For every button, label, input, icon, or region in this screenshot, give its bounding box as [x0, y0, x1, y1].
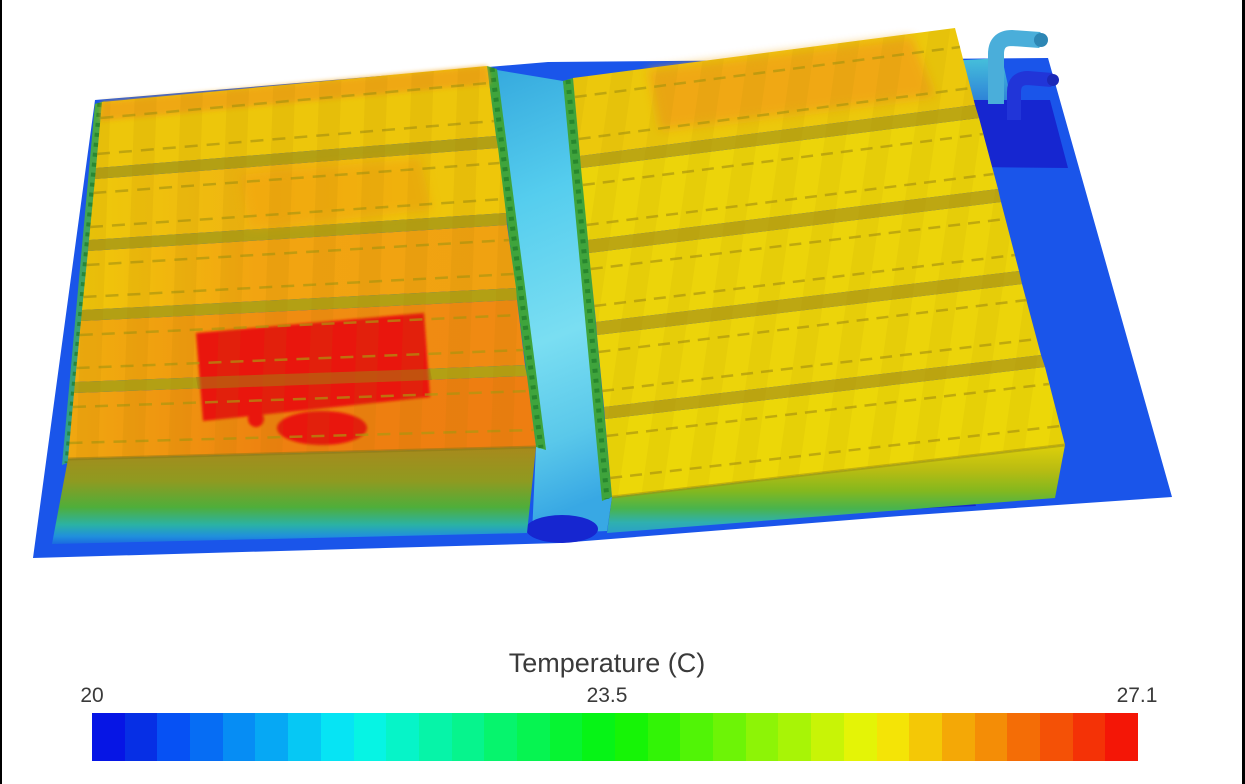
colorbar-band [876, 713, 910, 761]
colorbar-band [549, 713, 583, 761]
colorbar-band [386, 713, 419, 761]
colorbar-band [124, 713, 158, 761]
colorbar-band [909, 713, 942, 761]
colorbar-band [745, 713, 779, 761]
outlet-pipe [988, 29, 1048, 104]
legend-tick-min: 20 [80, 684, 104, 707]
colorbar-band [811, 713, 844, 761]
colorbar-band [288, 713, 321, 761]
inlet-pipe [1007, 70, 1059, 120]
colorbar-band [92, 713, 125, 761]
colorbar-band [941, 713, 975, 761]
left-module-group [52, 66, 546, 544]
colorbar-band [418, 713, 452, 761]
left-group-left-side-speckle [64, 102, 103, 464]
colorbar-band [157, 713, 191, 761]
colorbar-band [320, 713, 354, 761]
colorbar-band [615, 713, 648, 761]
frame-border-left [0, 0, 2, 784]
legend-title: Temperature (C) [508, 648, 706, 678]
cell-column-shading [573, 28, 1065, 497]
colorbar-band [190, 713, 223, 761]
colorbar-band [353, 713, 387, 761]
colorbar-band [1105, 713, 1138, 761]
channel-cold-spot [526, 515, 598, 543]
colorbar-band [516, 713, 550, 761]
frame-border-right [1242, 0, 1245, 784]
legend-tick-max: 27.1 [1116, 684, 1158, 707]
right-group-left-side-speckle [565, 79, 610, 500]
cell-column-shading [68, 66, 536, 459]
left-group-right-side-speckle [489, 67, 544, 449]
right-group-front-face [607, 445, 1065, 533]
colorbar-band [222, 713, 256, 761]
colorbar-band [582, 713, 615, 761]
colorbar-band [778, 713, 812, 761]
front-edge-line [67, 445, 537, 461]
left-group-front-face [52, 447, 536, 544]
colorbar-band [680, 713, 714, 761]
front-edge-line [611, 443, 1066, 499]
colorbar-band [451, 713, 485, 761]
legend-tick-mid: 23.5 [586, 684, 628, 707]
cfd-scene-svg [33, 28, 1172, 558]
right-module-group [563, 28, 1066, 533]
colorbar-band [647, 713, 681, 761]
colorbar-band [1007, 713, 1040, 761]
temperature-legend: Temperature (C) 20 23.5 27.1 [0, 640, 1245, 780]
colorbar-band [255, 713, 289, 761]
colorbar-band [713, 713, 746, 761]
colorbar-band [1072, 713, 1106, 761]
colorbar-band [843, 713, 877, 761]
colorbar-band [974, 713, 1008, 761]
legend-colorbar [92, 713, 1138, 761]
coolant-channel [497, 70, 612, 534]
colorbar-band [484, 713, 517, 761]
colorbar-band [1039, 713, 1073, 761]
